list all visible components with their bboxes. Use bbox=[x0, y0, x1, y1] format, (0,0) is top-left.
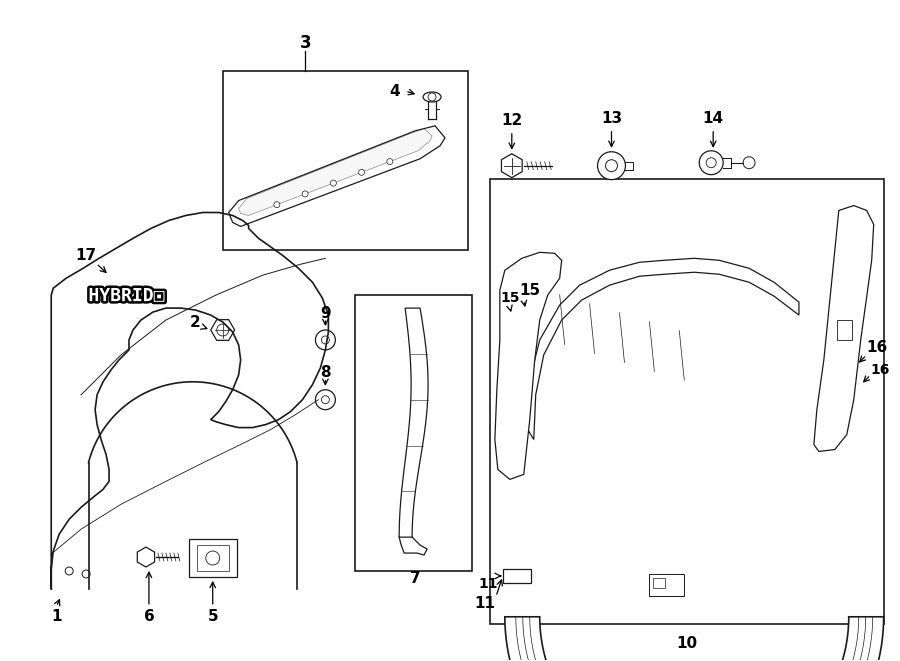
Text: 4: 4 bbox=[390, 83, 400, 98]
Circle shape bbox=[65, 567, 73, 575]
Circle shape bbox=[321, 396, 329, 404]
Text: 8: 8 bbox=[320, 366, 330, 380]
Polygon shape bbox=[505, 617, 884, 661]
Bar bbox=[653, 578, 665, 588]
Polygon shape bbox=[238, 129, 432, 215]
Bar bbox=[222, 71, 468, 251]
Bar bbox=[197, 545, 229, 571]
Circle shape bbox=[321, 336, 329, 344]
Circle shape bbox=[706, 158, 716, 168]
Circle shape bbox=[606, 160, 617, 172]
Circle shape bbox=[302, 191, 308, 197]
Circle shape bbox=[598, 152, 626, 180]
Circle shape bbox=[315, 390, 336, 410]
Polygon shape bbox=[495, 253, 562, 479]
Bar bbox=[189, 539, 237, 577]
Bar bbox=[650, 574, 684, 596]
Circle shape bbox=[387, 159, 392, 165]
Circle shape bbox=[217, 324, 229, 336]
Text: 13: 13 bbox=[601, 112, 622, 126]
Polygon shape bbox=[814, 206, 874, 451]
Bar bbox=[356, 295, 472, 571]
Circle shape bbox=[428, 93, 436, 101]
Bar bbox=[837, 320, 851, 340]
Bar bbox=[490, 178, 884, 624]
Text: HYBRID□: HYBRID□ bbox=[88, 287, 165, 305]
Circle shape bbox=[82, 570, 90, 578]
Circle shape bbox=[699, 151, 724, 175]
Text: 5: 5 bbox=[207, 609, 218, 624]
Polygon shape bbox=[527, 258, 799, 440]
Circle shape bbox=[743, 157, 755, 169]
Text: 17: 17 bbox=[76, 248, 96, 263]
Text: 9: 9 bbox=[320, 305, 330, 321]
Text: 16: 16 bbox=[870, 363, 890, 377]
Text: 2: 2 bbox=[190, 315, 201, 330]
Text: 10: 10 bbox=[677, 636, 698, 651]
Polygon shape bbox=[501, 154, 522, 178]
Bar bbox=[503, 569, 531, 583]
Text: 14: 14 bbox=[703, 112, 724, 126]
Circle shape bbox=[274, 202, 280, 208]
Polygon shape bbox=[400, 308, 428, 537]
Circle shape bbox=[330, 180, 337, 186]
Circle shape bbox=[358, 169, 365, 175]
Text: 6: 6 bbox=[144, 609, 154, 624]
Text: 16: 16 bbox=[867, 340, 888, 356]
Circle shape bbox=[206, 551, 220, 565]
Text: 12: 12 bbox=[501, 114, 522, 128]
Text: 3: 3 bbox=[300, 34, 311, 52]
Polygon shape bbox=[138, 547, 155, 567]
Text: 7: 7 bbox=[410, 572, 420, 586]
Polygon shape bbox=[229, 126, 445, 227]
Text: 11: 11 bbox=[479, 577, 498, 591]
Ellipse shape bbox=[423, 92, 441, 102]
Text: 15: 15 bbox=[500, 291, 519, 305]
Text: 1: 1 bbox=[51, 609, 61, 624]
Text: 15: 15 bbox=[520, 283, 541, 297]
Text: 11: 11 bbox=[474, 596, 495, 611]
Polygon shape bbox=[211, 320, 235, 340]
Circle shape bbox=[315, 330, 336, 350]
Text: HYBRID□: HYBRID□ bbox=[88, 287, 165, 305]
